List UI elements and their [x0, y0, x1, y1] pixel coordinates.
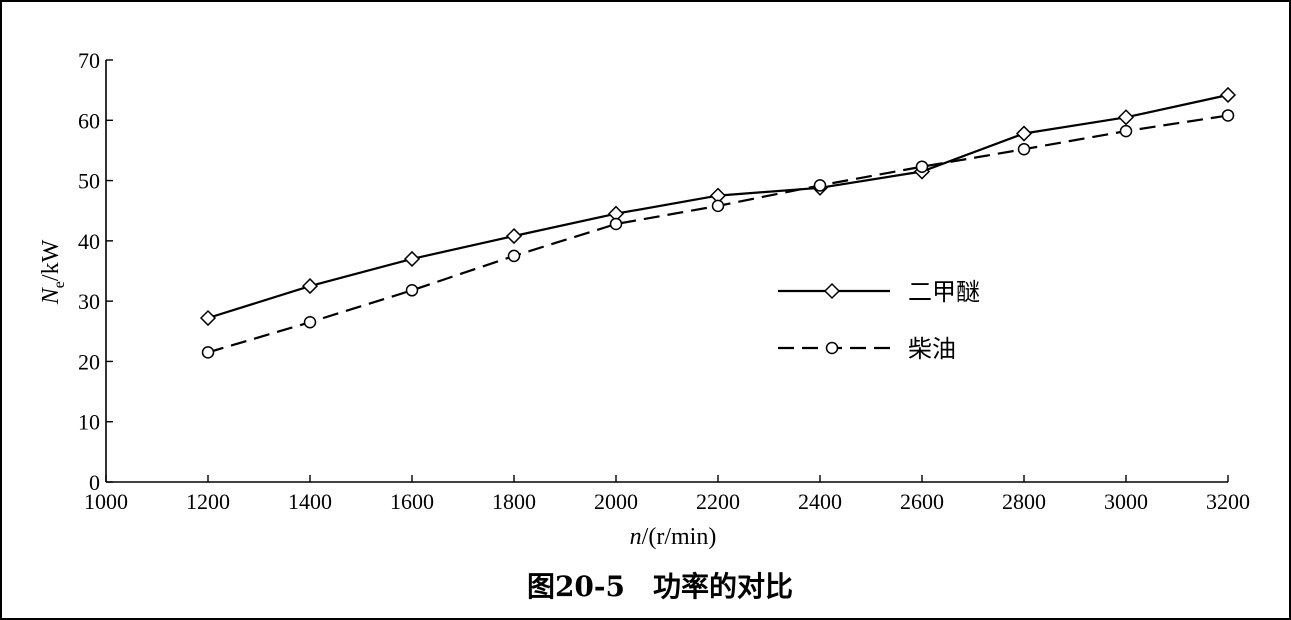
x-tick-label: 2600: [900, 489, 944, 514]
legend-label: 柴油: [908, 335, 956, 363]
y-axis-title: Ne/kW: [38, 239, 68, 305]
y-tick-label: 30: [78, 289, 100, 314]
legend-marker-diamond: [823, 282, 841, 300]
x-tick-label: 3200: [1206, 489, 1250, 514]
legend-item: 二甲醚: [778, 278, 980, 306]
x-tick-label: 2800: [1002, 489, 1046, 514]
tick-marks: 0 10 20 30 40 50 60 70 1000 1200 1400 1600 1800 2000 2…: [78, 48, 1250, 514]
x-tick-label: 2400: [798, 489, 842, 514]
x-axis-title: n/(r/min): [630, 524, 717, 550]
data-point-diamond: [505, 227, 523, 245]
data-point-diamond: [199, 309, 217, 327]
series-2: [201, 109, 1235, 359]
figure-caption-text: 功率的对比: [653, 570, 793, 603]
series-line: [207, 114, 1229, 354]
data-point-diamond: [1219, 86, 1237, 104]
legend-marker-circle: [825, 341, 839, 355]
x-tick-label: 1200: [186, 489, 230, 514]
data-point-circle: [303, 315, 317, 329]
axes: [105, 60, 1228, 483]
series-1: [199, 86, 1237, 327]
y-tick-label: 60: [78, 108, 100, 133]
data-point-circle: [609, 217, 623, 231]
data-point-circle: [507, 249, 521, 263]
x-tick-label: 2000: [594, 489, 638, 514]
data-point-circle: [405, 284, 419, 297]
figure-caption: 图20-5 功率的对比: [527, 570, 793, 603]
legend-item: 柴油: [778, 335, 956, 363]
data-point-diamond: [301, 278, 319, 295]
x-tick-label: 1400: [288, 489, 332, 514]
data-point-diamond: [1015, 125, 1033, 142]
data-point-circle: [915, 160, 929, 173]
figure-caption-number: 图20-5: [527, 570, 625, 603]
data-point-circle: [1119, 124, 1133, 138]
y-tick-label: 10: [78, 410, 100, 435]
data-point-diamond: [403, 250, 421, 268]
data-point-circle: [813, 179, 827, 192]
x-tick-label: 1000: [84, 489, 128, 514]
data-point-circle: [1221, 109, 1235, 122]
x-tick-label: 1600: [390, 489, 434, 514]
data-point-circle: [201, 346, 215, 359]
y-tick-label: 40: [78, 229, 100, 254]
legend-label: 二甲醚: [908, 278, 980, 306]
data-point-diamond: [1117, 109, 1135, 126]
y-tick-label: 50: [78, 169, 100, 194]
series-lines: [199, 86, 1237, 359]
x-tick-label: 3000: [1104, 489, 1148, 514]
data-point-circle: [1017, 142, 1031, 156]
y-tick-label: 0: [89, 470, 100, 495]
y-tick-label: 20: [78, 349, 100, 374]
x-tick-label: 1800: [492, 489, 536, 514]
y-tick-label: 70: [78, 48, 100, 73]
x-tick-label: 2200: [696, 489, 740, 514]
data-point-circle: [711, 199, 725, 213]
